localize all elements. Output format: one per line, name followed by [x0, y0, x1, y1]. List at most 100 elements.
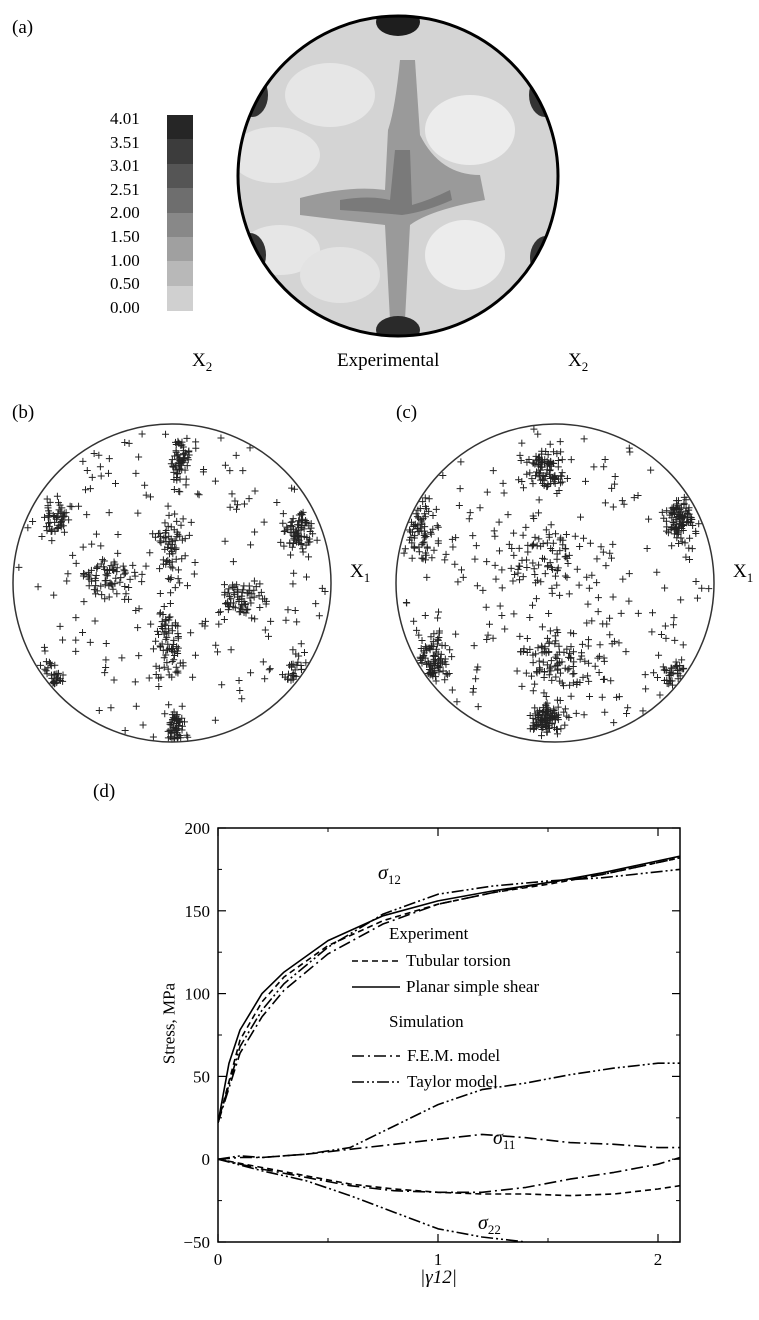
axis-label-x2-left: X2 — [192, 350, 213, 374]
pole-point-marker — [548, 712, 556, 720]
pole-point-marker — [410, 617, 418, 625]
pole-point-marker — [654, 673, 661, 681]
pole-point-marker — [59, 516, 67, 524]
pole-point-marker — [185, 531, 193, 539]
pole-point-marker — [236, 687, 244, 695]
panel-label-d: (d) — [93, 781, 116, 802]
pole-point-marker — [639, 707, 647, 715]
pole-point-marker — [666, 511, 674, 519]
pole-point-marker — [187, 629, 195, 637]
pole-point-marker — [556, 669, 564, 677]
pole-point-marker — [162, 430, 170, 438]
pole-point-marker — [498, 584, 506, 592]
pole-point-marker — [172, 447, 180, 455]
pole-point-marker — [170, 486, 178, 494]
pole-point-marker — [239, 467, 247, 475]
pole-point-marker — [557, 448, 565, 456]
pole-point-marker — [556, 677, 564, 685]
pole-point-marker — [674, 529, 682, 537]
pole-point-marker — [671, 663, 679, 671]
pole-point-marker — [110, 676, 118, 684]
pole-point-marker — [603, 620, 611, 628]
scale-segment — [167, 285, 193, 311]
pole-point-marker — [169, 641, 177, 649]
pole-point-marker — [663, 507, 671, 515]
x-tick-label: 0 — [214, 1250, 223, 1269]
pole-point-marker — [113, 564, 121, 572]
pole-point-marker — [599, 548, 607, 556]
pole-point-marker — [516, 451, 524, 459]
pole-point-marker — [53, 492, 61, 500]
pole-point-marker — [302, 659, 310, 667]
pole-point-marker — [290, 532, 298, 540]
pole-point-marker — [236, 604, 244, 612]
pole-point-marker — [571, 532, 579, 540]
pole-point-marker — [190, 570, 198, 578]
pole-point-marker — [529, 559, 537, 567]
pole-point-marker — [550, 448, 558, 456]
pole-point-marker — [453, 698, 461, 706]
pole-point-marker — [165, 701, 173, 709]
pole-point-marker — [178, 702, 186, 710]
pole-point-marker — [291, 607, 299, 615]
pole-point-marker — [543, 539, 551, 547]
pole-point-marker — [547, 657, 555, 665]
pole-point-marker — [610, 637, 618, 645]
pole-point-marker — [474, 703, 482, 711]
pole-point-marker — [428, 642, 436, 650]
series-line-dashdotdot — [218, 1158, 527, 1242]
pole-point-marker — [519, 573, 527, 581]
y-tick-label: 50 — [193, 1067, 210, 1086]
pole-point-marker — [102, 656, 110, 664]
pole-point-marker — [293, 618, 301, 626]
pole-point-marker — [135, 605, 143, 613]
pole-point-marker — [46, 660, 54, 668]
pole-point-marker — [540, 689, 548, 697]
annotation-sigma11: σ11 — [493, 1127, 516, 1152]
pole-point-marker — [55, 506, 63, 514]
pole-point-marker — [668, 504, 676, 512]
pole-point-marker — [59, 636, 67, 644]
pole-point-marker — [102, 640, 110, 648]
legend-heading-experiment: Experiment — [389, 924, 469, 943]
pole-point-marker — [162, 529, 170, 537]
pole-point-marker — [531, 680, 539, 688]
pole-point-marker — [430, 657, 438, 665]
pole-point-marker — [617, 609, 625, 617]
pole-point-marker — [606, 631, 614, 639]
pole-point-marker — [496, 602, 504, 610]
pole-point-marker — [420, 649, 428, 657]
pole-point-marker — [251, 528, 259, 536]
pole-point-marker — [594, 594, 602, 602]
pole-point-marker — [432, 677, 440, 685]
pole-point-marker — [171, 537, 179, 545]
pole-point-marker — [517, 457, 525, 465]
pole-point-marker — [432, 648, 440, 656]
pole-point-marker — [545, 671, 553, 679]
pole-point-marker — [532, 650, 540, 658]
pole-point-marker — [122, 590, 130, 598]
scale-segment — [167, 188, 193, 213]
pole-point-marker — [261, 595, 269, 603]
pole-point-marker — [101, 595, 109, 603]
pole-point-marker — [499, 479, 507, 487]
pole-point-marker — [54, 669, 62, 677]
pole-point-marker — [177, 521, 185, 529]
pole-point-marker — [483, 558, 491, 566]
pole-point-marker — [166, 599, 174, 607]
pole-point-marker — [233, 501, 241, 509]
pole-point-marker — [183, 434, 191, 442]
pole-point-marker — [513, 667, 521, 675]
pole-point-marker — [288, 518, 296, 526]
pole-point-marker — [510, 551, 518, 559]
pole-point-marker — [676, 519, 684, 527]
pole-point-marker — [173, 474, 181, 482]
series-line-dashdot — [218, 1156, 680, 1194]
pole-point-marker — [584, 642, 592, 650]
pole-point-marker — [601, 455, 609, 463]
pole-point-marker — [221, 461, 229, 469]
pole-point-marker — [530, 514, 538, 522]
pole-point-marker — [473, 666, 481, 674]
pole-point-marker — [303, 533, 311, 541]
pole-point-marker — [36, 661, 44, 669]
